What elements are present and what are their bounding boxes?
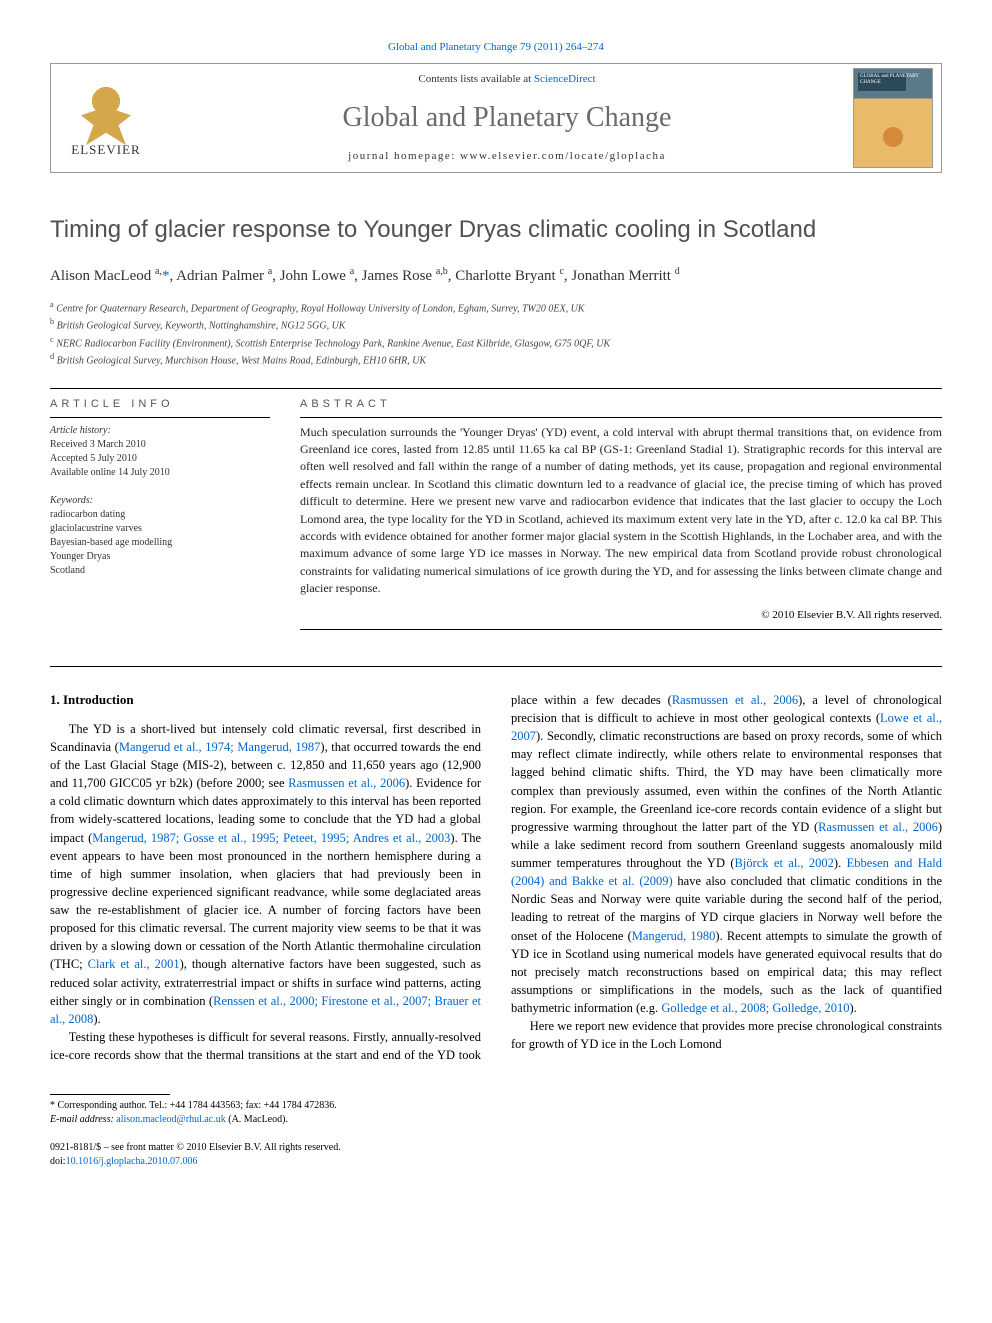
history-line: Accepted 5 July 2010 — [50, 452, 270, 466]
journal-cover-thumbnail: GLOBAL and PLANETARY CHANGE — [853, 68, 933, 168]
divider — [50, 417, 270, 418]
affiliation-line: d British Geological Survey, Murchison H… — [50, 351, 942, 368]
divider — [300, 629, 942, 630]
citation-link[interactable]: Rasmussen et al., 2006 — [672, 693, 798, 707]
divider — [50, 666, 942, 667]
doi-line: doi:10.1016/j.gloplacha.2010.07.006 — [50, 1155, 942, 1169]
email-link[interactable]: alison.macleod@rhul.ac.uk — [116, 1114, 225, 1125]
citation-link[interactable]: Rasmussen et al., 2006 — [818, 820, 938, 834]
journal-homepage: journal homepage: www.elsevier.com/locat… — [181, 149, 833, 164]
issn-line: 0921-8181/$ – see front matter © 2010 El… — [50, 1141, 942, 1155]
affiliations: a Centre for Quaternary Research, Depart… — [50, 299, 942, 368]
divider — [50, 388, 942, 389]
divider — [50, 1094, 170, 1095]
journal-name: Global and Planetary Change — [181, 98, 833, 137]
citation-link[interactable]: Mangerud, 1980 — [632, 929, 716, 943]
keyword-line: Bayesian-based age modelling — [50, 536, 270, 550]
citation-link[interactable]: Mangerud, 1987; Gosse et al., 1995; Pete… — [92, 831, 450, 845]
sciencedirect-link[interactable]: ScienceDirect — [534, 73, 596, 85]
abstract-heading: ABSTRACT — [300, 397, 942, 412]
citation-link[interactable]: Golledge et al., 2008; Golledge, 2010 — [661, 1001, 849, 1015]
corresponding-email: E-mail address: alison.macleod@rhul.ac.u… — [50, 1113, 942, 1127]
article-title: Timing of glacier response to Younger Dr… — [50, 213, 942, 247]
citation-link[interactable]: Rasmussen et al., 2006 — [288, 776, 405, 790]
history-line: Received 3 March 2010 — [50, 438, 270, 452]
corresponding-author: * Corresponding author. Tel.: +44 1784 4… — [50, 1099, 942, 1113]
history-label: Article history: — [50, 424, 270, 438]
divider — [300, 417, 942, 418]
author-list: Alison MacLeod a,*, Adrian Palmer a, Joh… — [50, 265, 942, 287]
affiliation-line: a Centre for Quaternary Research, Depart… — [50, 299, 942, 316]
keyword-line: Scotland — [50, 564, 270, 578]
page-footer: * Corresponding author. Tel.: +44 1784 4… — [50, 1094, 942, 1169]
affiliation-line: b British Geological Survey, Keyworth, N… — [50, 316, 942, 333]
doi-link[interactable]: 10.1016/j.gloplacha.2010.07.006 — [66, 1156, 198, 1167]
history-line: Available online 14 July 2010 — [50, 466, 270, 480]
citation-link[interactable]: Mangerud et al., 1974; Mangerud, 1987 — [119, 740, 321, 754]
journal-citation: Global and Planetary Change 79 (2011) 26… — [50, 40, 942, 55]
elsevier-logo: ELSEVIER — [51, 63, 161, 173]
article-info-sidebar: ARTICLE INFO Article history: Received 3… — [50, 397, 270, 636]
citation-link[interactable]: Björck et al., 2002 — [735, 856, 834, 870]
keyword-line: radiocarbon dating — [50, 508, 270, 522]
keyword-line: glaciolacustrine varves — [50, 522, 270, 536]
journal-header: ELSEVIER Contents lists available at Sci… — [50, 63, 942, 173]
citation-link[interactable]: Global and Planetary Change 79 (2011) 26… — [388, 41, 604, 53]
abstract-text: Much speculation surrounds the 'Younger … — [300, 424, 942, 598]
article-info-heading: ARTICLE INFO — [50, 397, 270, 412]
article-body: 1. Introduction The YD is a short-lived … — [50, 691, 942, 1064]
affiliation-line: c NERC Radiocarbon Facility (Environment… — [50, 334, 942, 351]
body-paragraph: Here we report new evidence that provide… — [511, 1017, 942, 1053]
keywords-label: Keywords: — [50, 494, 270, 508]
citation-link[interactable]: Clark et al., 2001 — [88, 957, 180, 971]
keyword-line: Younger Dryas — [50, 550, 270, 564]
publisher-name: ELSEVIER — [71, 141, 140, 159]
elsevier-tree-icon — [76, 77, 136, 137]
abstract-copyright: © 2010 Elsevier B.V. All rights reserved… — [300, 608, 942, 623]
section-heading-intro: 1. Introduction — [50, 691, 481, 710]
contents-line: Contents lists available at ScienceDirec… — [181, 72, 833, 87]
body-paragraph: The YD is a short-lived but intensely co… — [50, 720, 481, 1028]
